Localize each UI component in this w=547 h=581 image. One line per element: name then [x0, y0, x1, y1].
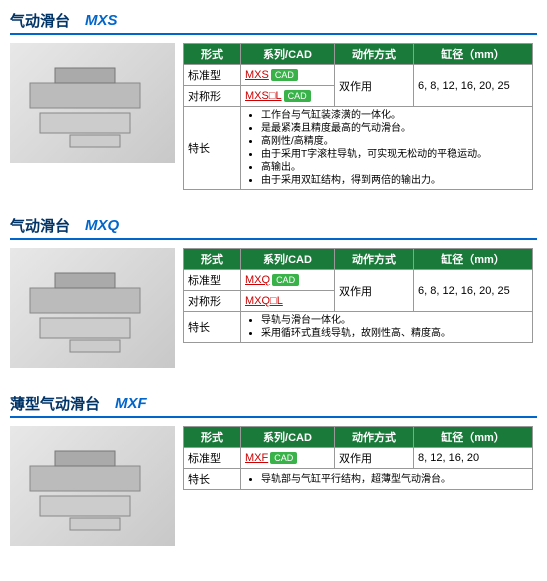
table-header: 缸径（mm）: [414, 427, 533, 448]
feature-item: 由于采用双缸结构，得到两倍的输出力。: [261, 174, 528, 187]
feature-item: 工作台与气缸装漆潢的一体化。: [261, 109, 528, 122]
feature-row: 特长 导轨部与气缸平行结构，超薄型气动滑台。: [184, 469, 533, 490]
feature-content-cell: 导轨部与气缸平行结构，超薄型气动滑台。: [241, 469, 533, 490]
feature-item: 采用循环式直线导轨，故刚性高、精度高。: [261, 327, 528, 340]
feature-label-cell: 特长: [184, 107, 241, 190]
feature-item: 由于采用T字滚柱导轨，可实现无松动的平稳运动。: [261, 148, 528, 161]
feature-content-cell: 工作台与气缸装漆潢的一体化。是最紧凑且精度最高的气动滑台。高刚性/高精度。由于采…: [241, 107, 533, 190]
series-link[interactable]: MXF: [245, 452, 268, 464]
section-content: 形式系列/CAD动作方式缸径（mm）标准型MXQCAD双作用6, 8, 12, …: [10, 248, 537, 368]
table-header: 缸径（mm）: [414, 249, 533, 270]
series-link[interactable]: MXS: [245, 69, 269, 81]
form-cell: 标准型: [184, 270, 241, 291]
action-cell: 双作用: [335, 270, 414, 312]
cad-badge[interactable]: CAD: [270, 452, 297, 464]
feature-content-cell: 导轨与滑台一体化。采用循环式直线导轨，故刚性高、精度高。: [241, 312, 533, 343]
section-content: 形式系列/CAD动作方式缸径（mm）标准型MXFCAD双作用8, 12, 16,…: [10, 426, 537, 546]
feature-item: 高输出。: [261, 161, 528, 174]
series-link[interactable]: MXQ: [245, 274, 270, 286]
table-row: 标准型MXQCAD双作用6, 8, 12, 16, 20, 25: [184, 270, 533, 291]
table-header: 系列/CAD: [241, 44, 335, 65]
product-image: [10, 43, 175, 163]
table-header: 缸径（mm）: [414, 44, 533, 65]
product-section: 气动滑台MXQ形式系列/CAD动作方式缸径（mm）标准型MXQCAD双作用6, …: [10, 215, 537, 368]
product-section: 气动滑台MXS形式系列/CAD动作方式缸径（mm）标准型MXSCAD双作用6, …: [10, 10, 537, 190]
section-title: 薄型气动滑台 MXF: [10, 393, 537, 418]
product-section: 薄型气动滑台MXF形式系列/CAD动作方式缸径（mm）标准型MXFCAD双作用8…: [10, 393, 537, 546]
spec-table: 形式系列/CAD动作方式缸径（mm）标准型MXFCAD双作用8, 12, 16,…: [183, 426, 533, 490]
title-chinese: 气动滑台: [10, 10, 70, 31]
action-cell: 双作用: [335, 65, 414, 107]
section-title: 气动滑台 MXQ: [10, 215, 537, 240]
form-cell: 对称形: [184, 291, 241, 312]
form-cell: 标准型: [184, 448, 241, 469]
table-header: 系列/CAD: [241, 427, 335, 448]
feature-item: 导轨与滑台一体化。: [261, 314, 528, 327]
series-cell: MXSCAD: [241, 65, 335, 86]
feature-row: 特长工作台与气缸装漆潢的一体化。是最紧凑且精度最高的气动滑台。高刚性/高精度。由…: [184, 107, 533, 190]
table-header: 动作方式: [335, 249, 414, 270]
feature-item: 是最紧凑且精度最高的气动滑台。: [261, 122, 528, 135]
table-header: 动作方式: [335, 44, 414, 65]
section-content: 形式系列/CAD动作方式缸径（mm）标准型MXSCAD双作用6, 8, 12, …: [10, 43, 537, 190]
action-cell: 双作用: [335, 448, 414, 469]
product-image: [10, 426, 175, 546]
feature-label-cell: 特长: [184, 469, 241, 490]
product-image: [10, 248, 175, 368]
cad-badge[interactable]: CAD: [272, 274, 299, 286]
series-cell: MXQCAD: [241, 270, 335, 291]
cad-badge[interactable]: CAD: [271, 69, 298, 81]
table-row: 标准型MXSCAD双作用6, 8, 12, 16, 20, 25: [184, 65, 533, 86]
bore-cell: 6, 8, 12, 16, 20, 25: [414, 65, 533, 107]
table-header: 系列/CAD: [241, 249, 335, 270]
spec-table: 形式系列/CAD动作方式缸径（mm）标准型MXSCAD双作用6, 8, 12, …: [183, 43, 533, 190]
series-cell: MXQ□L: [241, 291, 335, 312]
feature-item: 高刚性/高精度。: [261, 135, 528, 148]
title-chinese: 薄型气动滑台: [10, 393, 100, 414]
bore-cell: 6, 8, 12, 16, 20, 25: [414, 270, 533, 312]
table-header: 形式: [184, 427, 241, 448]
series-cell: MXS□LCAD: [241, 86, 335, 107]
form-cell: 标准型: [184, 65, 241, 86]
spec-table: 形式系列/CAD动作方式缸径（mm）标准型MXQCAD双作用6, 8, 12, …: [183, 248, 533, 343]
bore-cell: 8, 12, 16, 20: [414, 448, 533, 469]
table-header: 形式: [184, 44, 241, 65]
feature-row: 特长导轨与滑台一体化。采用循环式直线导轨，故刚性高、精度高。: [184, 312, 533, 343]
series-link[interactable]: MXS□L: [245, 90, 282, 102]
series-link[interactable]: MXQ□L: [245, 295, 283, 307]
title-model: MXF: [115, 395, 147, 412]
title-model: MXQ: [85, 217, 119, 234]
table-row: 标准型MXFCAD双作用8, 12, 16, 20: [184, 448, 533, 469]
title-chinese: 气动滑台: [10, 215, 70, 236]
title-model: MXS: [85, 12, 118, 29]
series-cell: MXFCAD: [241, 448, 335, 469]
table-header: 形式: [184, 249, 241, 270]
section-title: 气动滑台 MXS: [10, 10, 537, 35]
table-header: 动作方式: [335, 427, 414, 448]
feature-item: 导轨部与气缸平行结构，超薄型气动滑台。: [261, 473, 528, 486]
cad-badge[interactable]: CAD: [284, 90, 311, 102]
feature-label-cell: 特长: [184, 312, 241, 343]
form-cell: 对称形: [184, 86, 241, 107]
